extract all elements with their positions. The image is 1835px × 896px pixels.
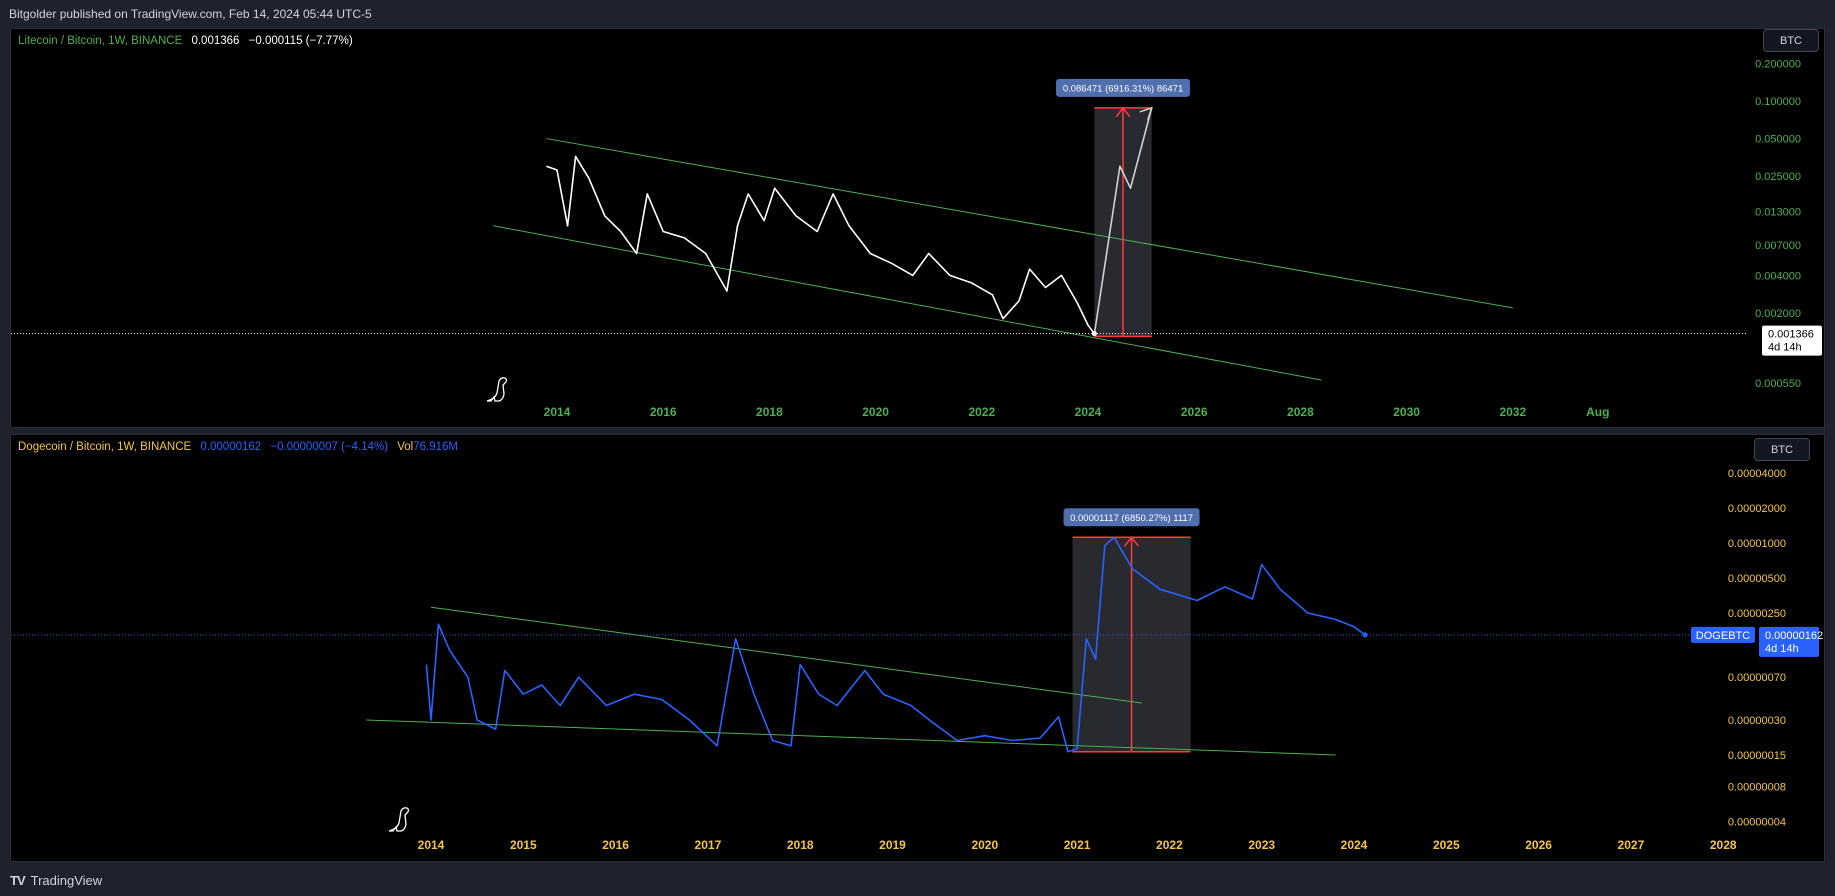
doge-x-tick: 2015: [510, 838, 537, 852]
doge-y-tick: 0.00000015: [1728, 750, 1786, 762]
doge-y-tick: 0.00000070: [1728, 672, 1786, 684]
ltc-x-tick: 2030: [1393, 405, 1420, 419]
doge-chart-canvas[interactable]: 0.00001117 (6850.27%) 1117 0.00004000 0.00…: [11, 435, 1825, 862]
ltc-x-tick: 2016: [650, 405, 677, 419]
footer: TV TradingView: [0, 866, 1835, 896]
doge-x-tick: 2024: [1341, 838, 1368, 852]
ltc-y-tick: 0.000550: [1755, 378, 1801, 390]
ltc-price-box: [1762, 325, 1822, 356]
doge-currency-button[interactable]: BTC: [1754, 438, 1810, 461]
doge-change: −0.00000007 (−4.14%): [270, 441, 389, 453]
doge-x-tick: 2022: [1156, 838, 1183, 852]
doge-y-tick: 0.00002000: [1728, 503, 1786, 515]
ltc-chart-canvas[interactable]: 0.086471 (6916.31%) 86471 0.200000 0.10000…: [11, 29, 1825, 428]
ltc-x-tick: 2020: [862, 405, 889, 419]
ltc-price: 0.001366: [191, 35, 240, 47]
publish-header: Bitgolder published on TradingView.com, …: [9, 7, 372, 21]
doge-x-tick: 2025: [1433, 838, 1460, 852]
ltc-symbol[interactable]: Litecoin / Bitcoin, 1W, BINANCE: [18, 35, 183, 47]
ltc-y-tick: 0.007000: [1755, 240, 1801, 252]
ltc-measure-arrow-head: [1115, 106, 1131, 118]
ltc-y-tick: 0.200000: [1755, 58, 1801, 70]
ltc-x-tick: 2022: [968, 405, 995, 419]
ltc-x-tick: 2028: [1287, 405, 1314, 419]
ltc-y-tick: 0.025000: [1755, 171, 1801, 183]
doge-dino-icon: [388, 807, 410, 832]
doge-channel-upper: [430, 606, 1142, 704]
doge-x-tick: 2023: [1248, 838, 1275, 852]
doge-y-tick: 0.00004000: [1728, 468, 1786, 480]
doge-price: 0.00000162: [200, 441, 262, 453]
ltc-last-point: [1091, 331, 1097, 337]
doge-y-tick: 0.00000004: [1728, 817, 1786, 829]
doge-measure-label-bg: [1063, 508, 1200, 527]
ltc-x-tick: 2032: [1499, 405, 1526, 419]
ltc-series-1: [1093, 107, 1153, 334]
doge-x-tick: 2028: [1710, 838, 1737, 852]
ltc-channel-upper: [546, 138, 1513, 309]
doge-measure-arrow-head: [1123, 536, 1140, 547]
ltc-y-tick: 0.002000: [1755, 308, 1801, 320]
doge-measure-label: 0.00001117 (6850.27%) 1117: [1070, 513, 1193, 524]
doge-x-tick: 2027: [1618, 838, 1645, 852]
doge-x-tick: 2014: [418, 838, 445, 852]
litecoin-bitcoin-chart[interactable]: 0.086471 (6916.31%) 86471 0.200000 0.10000…: [10, 28, 1825, 428]
doge-countdown: 4d 14h: [1765, 643, 1799, 655]
doge-x-tick: 2018: [787, 838, 814, 852]
doge-y-tick: 0.00000008: [1728, 782, 1786, 794]
ltc-x-tick: 2014: [544, 405, 571, 419]
doge-x-tick: 2017: [695, 838, 722, 852]
doge-symbol[interactable]: Dogecoin / Bitcoin, 1W, BINANCE: [18, 441, 192, 453]
doge-y-tick: 0.00000500: [1728, 573, 1786, 585]
ltc-measure-label: 0.086471 (6916.31%) 86471: [1063, 83, 1183, 94]
doge-y-tick: 0.00000030: [1728, 715, 1786, 727]
ltc-y-tick: 0.013000: [1755, 207, 1801, 219]
doge-series-0: [425, 536, 1366, 753]
doge-x-tick: 2026: [1525, 838, 1552, 852]
doge-x-tick: 2019: [879, 838, 906, 852]
ltc-currency-button[interactable]: BTC: [1763, 29, 1819, 52]
ltc-x-tick: Aug: [1586, 405, 1609, 419]
ltc-measure-label-bg: [1056, 78, 1191, 97]
doge-price-label: 0.00000162: [1765, 630, 1823, 642]
doge-x-tick: 2016: [602, 838, 629, 852]
ltc-projection-arrow: [1139, 106, 1153, 121]
ltc-series-0: [546, 155, 1096, 335]
ltc-y-tick: 0.100000: [1755, 96, 1801, 108]
doge-vol-value: 76.916M: [413, 441, 459, 453]
doge-y-tick: 0.00000250: [1728, 608, 1786, 620]
doge-price-box: [1759, 626, 1819, 657]
ltc-x-tick: 2024: [1075, 405, 1102, 419]
ltc-y-tick: 0.004000: [1755, 270, 1801, 282]
ltc-y-tick: 0.050000: [1755, 134, 1801, 146]
dogecoin-bitcoin-chart[interactable]: 0.00001117 (6850.27%) 1117 0.00004000 0.00…: [10, 434, 1825, 862]
doge-x-tick: 2021: [1064, 838, 1091, 852]
ltc-change: −0.000115 (−7.77%): [248, 35, 353, 47]
ltc-legend: Litecoin / Bitcoin, 1W, BINANCE 0.001366…: [18, 35, 359, 47]
doge-x-tick: 2020: [971, 838, 998, 852]
ltc-price-label: 0.001366: [1768, 329, 1814, 341]
tradingview-logo-icon[interactable]: TV: [10, 873, 26, 888]
tradingview-brand[interactable]: TradingView: [30, 873, 103, 888]
doge-channel-lower: [366, 719, 1336, 756]
doge-vol-label: Vol: [397, 441, 414, 453]
ltc-x-tick: 2018: [756, 405, 783, 419]
doge-symbol-tag: DOGEBTC: [1696, 630, 1750, 642]
ltc-countdown: 4d 14h: [1768, 342, 1802, 354]
doge-symbol-tag-bg: [1691, 626, 1755, 643]
ltc-dino-icon: [486, 377, 508, 402]
ltc-x-tick: 2026: [1181, 405, 1208, 419]
doge-y-tick: 0.00001000: [1728, 538, 1786, 550]
ltc-channel-lower: [493, 225, 1322, 381]
doge-last-point: [1362, 632, 1368, 638]
doge-legend: Dogecoin / Bitcoin, 1W, BINANCE 0.000001…: [18, 441, 464, 453]
